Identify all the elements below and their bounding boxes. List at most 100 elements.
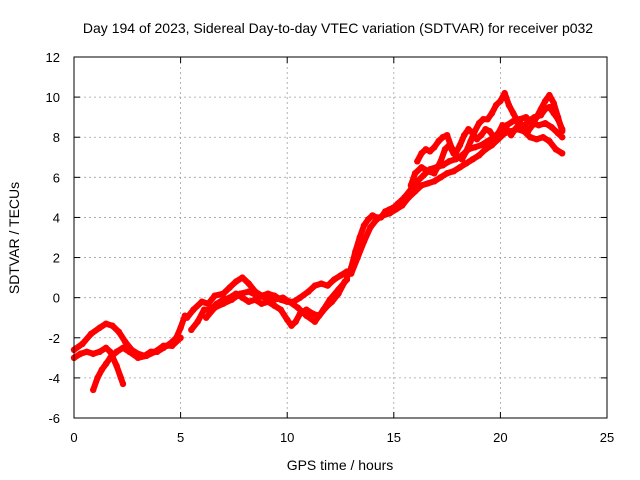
data-point bbox=[122, 338, 129, 345]
series-track-d bbox=[183, 268, 351, 321]
data-point bbox=[303, 312, 310, 319]
data-point bbox=[488, 110, 496, 117]
data-point bbox=[546, 103, 553, 111]
data-point bbox=[467, 138, 474, 145]
data-point bbox=[194, 318, 201, 325]
data-point bbox=[77, 350, 84, 357]
data-point bbox=[98, 366, 105, 374]
data-point bbox=[546, 91, 553, 99]
series-line bbox=[71, 344, 126, 387]
y-tick-labels: -6 -4 -2 0 2 4 6 8 10 12 bbox=[46, 50, 60, 426]
x-tick-labels: 0 5 10 15 20 25 bbox=[70, 430, 614, 445]
data-point bbox=[458, 156, 466, 163]
data-point bbox=[411, 188, 419, 195]
data-point bbox=[542, 97, 549, 105]
data-point bbox=[220, 290, 227, 297]
data-point bbox=[475, 120, 483, 127]
data-point bbox=[143, 352, 150, 359]
data-series bbox=[70, 89, 566, 394]
data-point bbox=[109, 322, 116, 329]
data-point bbox=[446, 158, 453, 165]
data-point bbox=[463, 160, 470, 167]
data-point bbox=[335, 286, 342, 293]
data-point bbox=[546, 138, 553, 145]
y-tick-label: -4 bbox=[48, 371, 60, 386]
data-point bbox=[245, 298, 252, 305]
data-point bbox=[102, 344, 110, 351]
data-point bbox=[262, 294, 270, 301]
data-point bbox=[102, 320, 110, 327]
data-point bbox=[448, 144, 455, 151]
data-point bbox=[418, 150, 425, 157]
x-tick-label: 20 bbox=[493, 430, 507, 445]
data-point bbox=[473, 136, 481, 143]
data-point bbox=[426, 148, 434, 155]
data-point bbox=[119, 380, 127, 388]
data-point bbox=[211, 304, 218, 311]
data-point bbox=[554, 114, 562, 121]
plot-frame bbox=[73, 56, 608, 419]
data-point bbox=[107, 354, 114, 361]
data-point bbox=[469, 130, 476, 137]
data-point bbox=[559, 128, 566, 135]
data-point bbox=[524, 128, 532, 135]
data-point bbox=[490, 134, 498, 141]
data-point bbox=[418, 182, 425, 189]
data-point bbox=[279, 294, 287, 301]
data-point bbox=[484, 138, 491, 145]
data-point bbox=[271, 302, 278, 309]
data-point bbox=[392, 206, 400, 213]
data-point bbox=[237, 290, 244, 297]
data-point bbox=[503, 126, 510, 133]
data-point bbox=[188, 326, 195, 333]
series-track-j bbox=[414, 91, 566, 165]
data-point bbox=[471, 144, 478, 151]
data-point bbox=[486, 128, 493, 135]
data-point bbox=[277, 306, 284, 313]
data-point bbox=[294, 304, 302, 311]
data-point bbox=[117, 374, 125, 382]
data-point bbox=[83, 348, 91, 355]
data-point bbox=[443, 132, 451, 139]
data-point bbox=[337, 272, 344, 279]
series-track-c bbox=[90, 334, 184, 394]
data-point bbox=[134, 354, 142, 361]
data-point bbox=[484, 116, 491, 123]
data-point bbox=[520, 122, 528, 129]
data-point bbox=[226, 284, 233, 291]
y-tick-label: 10 bbox=[46, 90, 60, 105]
data-point bbox=[309, 310, 316, 317]
data-point bbox=[524, 118, 532, 125]
data-point bbox=[245, 288, 252, 295]
y-tick-label: 6 bbox=[53, 170, 60, 185]
data-point bbox=[311, 282, 319, 289]
data-point bbox=[399, 202, 406, 209]
data-point bbox=[190, 306, 197, 313]
data-point bbox=[535, 122, 542, 129]
data-point bbox=[354, 254, 361, 261]
data-point bbox=[245, 280, 252, 287]
data-point bbox=[305, 288, 312, 295]
data-point bbox=[559, 134, 566, 141]
data-point bbox=[379, 212, 387, 219]
data-point bbox=[239, 274, 246, 281]
data-point bbox=[550, 99, 557, 107]
data-point bbox=[441, 146, 449, 153]
data-point bbox=[537, 105, 545, 113]
data-point bbox=[501, 89, 508, 97]
data-point bbox=[507, 132, 515, 139]
data-point bbox=[407, 182, 415, 189]
x-tick-label: 0 bbox=[70, 430, 77, 445]
data-point bbox=[505, 101, 513, 109]
data-point bbox=[512, 126, 519, 133]
x-tick-label: 5 bbox=[177, 430, 184, 445]
y-tick-label: -6 bbox=[48, 411, 60, 426]
grid bbox=[74, 57, 607, 418]
data-point bbox=[126, 348, 133, 355]
data-point bbox=[478, 142, 485, 149]
data-point bbox=[320, 306, 327, 313]
x-tick-label: 10 bbox=[280, 430, 294, 445]
data-point bbox=[475, 152, 483, 159]
data-point bbox=[463, 148, 470, 155]
